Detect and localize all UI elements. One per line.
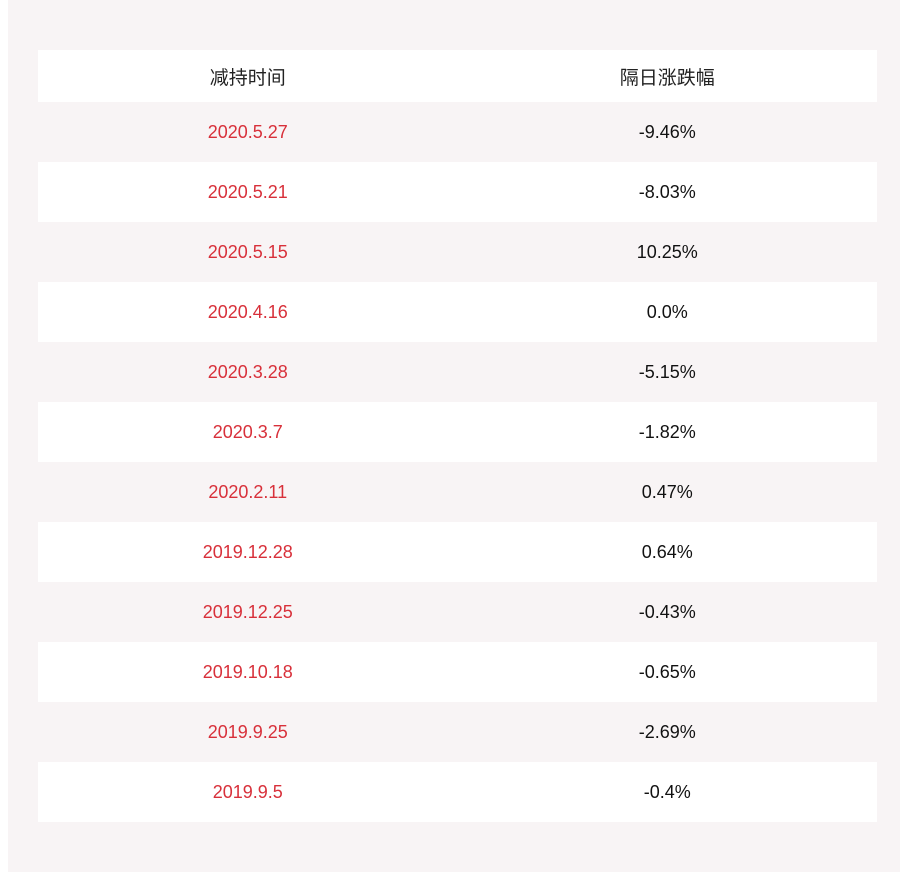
table-row: 2019.12.28 0.64% [38, 522, 877, 582]
next-day-change-cell: -0.4% [643, 781, 691, 802]
table-row: 2019.9.5 -0.4% [38, 762, 877, 822]
next-day-change-cell: -5.15% [638, 361, 696, 382]
reduction-date-cell: 2020.3.28 [207, 361, 288, 382]
table-row: 2020.3.7 -1.82% [38, 402, 877, 462]
reduction-table: 减持时间 隔日涨跌幅 2020.5.27 -9.46% 2020.5.21 -8.03… [38, 50, 877, 822]
reduction-date-cell: 2019.12.28 [202, 541, 293, 562]
next-day-change-cell: -1.82% [638, 421, 696, 442]
next-day-change-cell: 10.25% [636, 241, 698, 262]
table-header-row: 减持时间 隔日涨跌幅 [38, 50, 877, 102]
reduction-date-cell: 2020.5.27 [207, 121, 288, 142]
reduction-date-cell: 2019.12.25 [202, 601, 293, 622]
next-day-change-cell: 0.64% [641, 541, 693, 562]
next-day-change-cell: -2.69% [638, 721, 696, 742]
next-day-change-cell: -0.65% [638, 661, 696, 682]
reduction-date-cell: 2020.4.16 [207, 301, 288, 322]
next-day-change-cell: -8.03% [638, 181, 696, 202]
header-next-day-change: 隔日涨跌幅 [619, 66, 715, 89]
next-day-change-cell: 0.0% [646, 301, 688, 322]
reduction-date-cell: 2020.3.7 [212, 421, 283, 442]
reduction-date-cell: 2020.2.11 [208, 481, 288, 502]
reduction-date-cell: 2020.5.21 [207, 181, 288, 202]
table-row: 2019.12.25 -0.43% [38, 582, 877, 642]
content-panel: 减持时间 隔日涨跌幅 2020.5.27 -9.46% 2020.5.21 -8.03… [8, 0, 900, 872]
next-day-change-cell: -0.43% [638, 601, 696, 622]
next-day-change-cell: -9.46% [638, 121, 696, 142]
reduction-date-cell: 2019.9.25 [207, 721, 288, 742]
table-row: 2019.10.18 -0.65% [38, 642, 877, 702]
table-row: 2020.5.21 -8.03% [38, 162, 877, 222]
table-row: 2019.9.25 -2.69% [38, 702, 877, 762]
next-day-change-cell: 0.47% [641, 481, 693, 502]
reduction-date-cell: 2019.10.18 [202, 661, 293, 682]
table-row: 2020.5.15 10.25% [38, 222, 877, 282]
reduction-date-cell: 2020.5.15 [207, 241, 288, 262]
table-row: 2020.4.16 0.0% [38, 282, 877, 342]
header-reduction-time: 减持时间 [209, 66, 286, 89]
table-row: 2020.5.27 -9.46% [38, 102, 877, 162]
table-row: 2020.2.11 0.47% [38, 462, 877, 522]
table-row: 2020.3.28 -5.15% [38, 342, 877, 402]
reduction-date-cell: 2019.9.5 [212, 781, 283, 802]
